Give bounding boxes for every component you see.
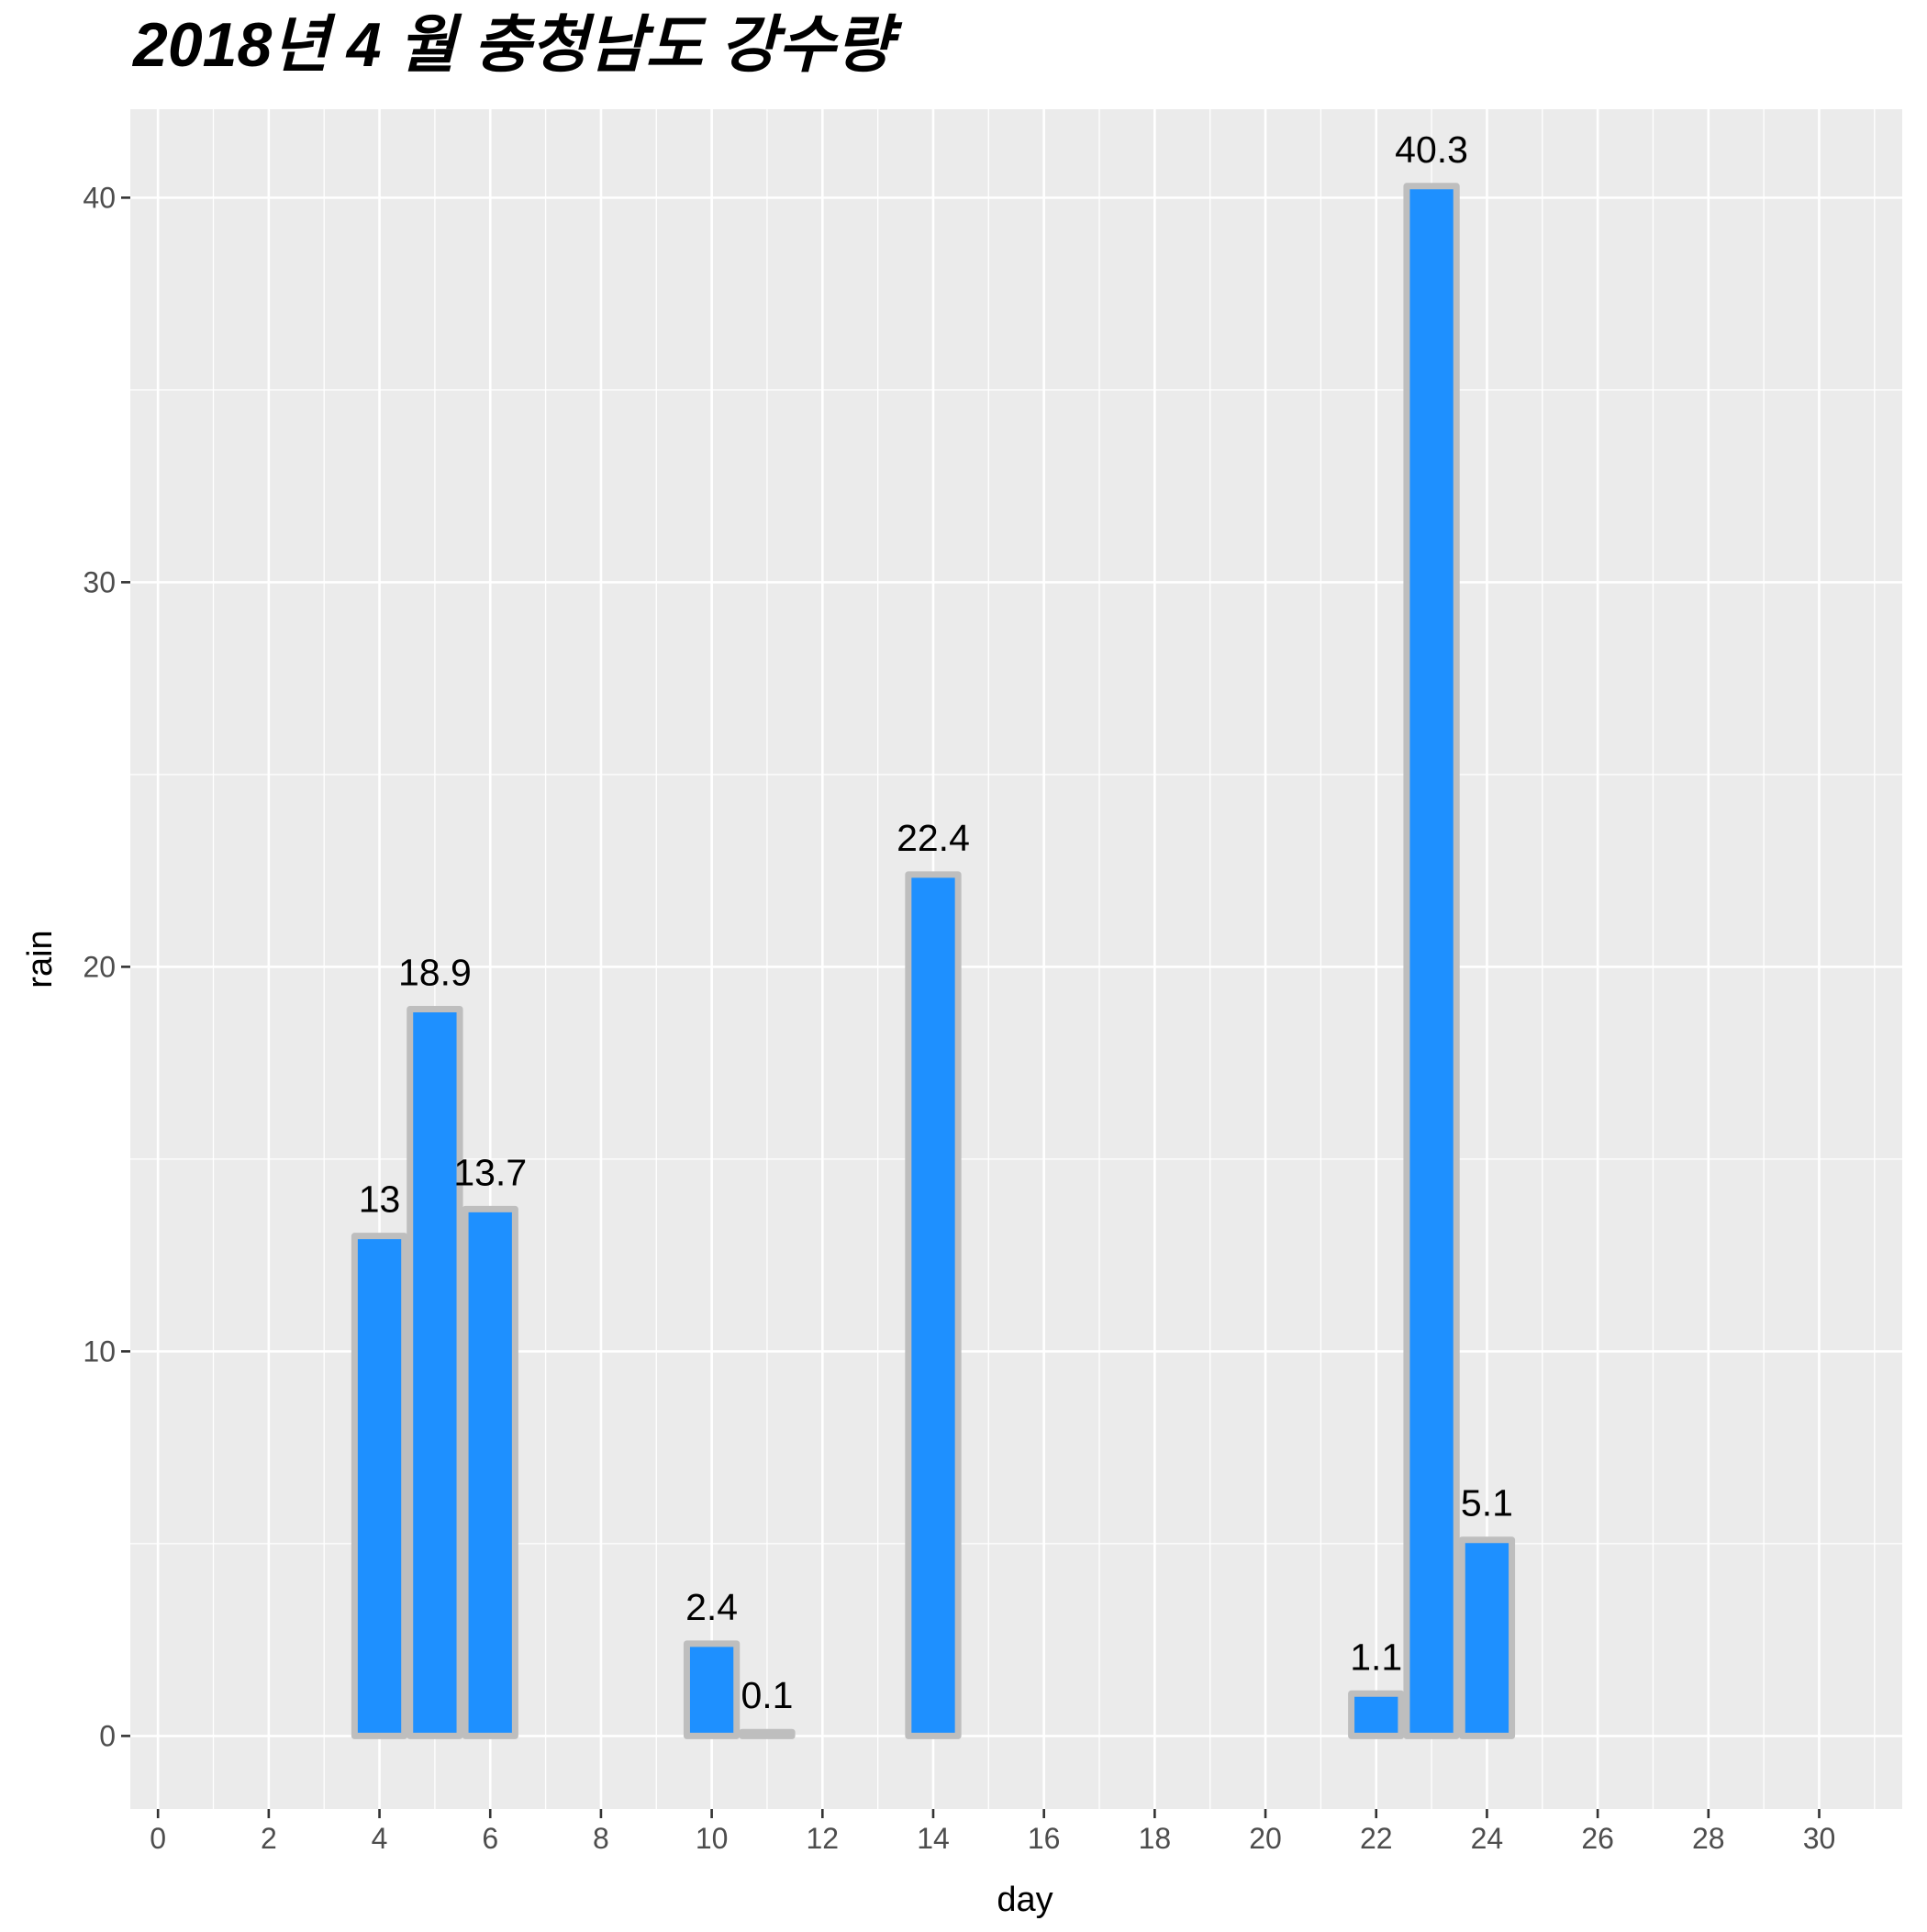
x-tick-label: 0 bbox=[150, 1822, 166, 1855]
x-tick-label: 24 bbox=[1471, 1822, 1504, 1855]
bar bbox=[351, 1233, 408, 1739]
x-tick-label: 28 bbox=[1692, 1822, 1725, 1855]
bar-value-label: 5.1 bbox=[1461, 1482, 1513, 1524]
x-tick-label: 14 bbox=[917, 1822, 950, 1855]
bar-value-label: 2.4 bbox=[685, 1586, 738, 1628]
bar bbox=[905, 871, 962, 1739]
x-axis: 0 2 4 6 8 10 12 14 16 18 20 22 24 26 28 30 bbox=[150, 1809, 1835, 1855]
x-tick-label: 26 bbox=[1581, 1822, 1614, 1855]
x-tick-label: 16 bbox=[1028, 1822, 1061, 1855]
x-tick-label: 18 bbox=[1139, 1822, 1172, 1855]
bar-value-label: 18.9 bbox=[398, 951, 472, 993]
bar-value-label: 40.3 bbox=[1395, 128, 1468, 171]
x-tick-label: 6 bbox=[482, 1822, 498, 1855]
x-tick-label: 4 bbox=[372, 1822, 388, 1855]
bar-value-label: 1.1 bbox=[1350, 1636, 1402, 1678]
bar-value-label: 22.4 bbox=[897, 817, 970, 859]
bar bbox=[1458, 1536, 1516, 1739]
y-tick-label: 10 bbox=[83, 1335, 116, 1368]
y-tick-label: 30 bbox=[83, 565, 116, 598]
x-tick-label: 2 bbox=[261, 1822, 277, 1855]
bar bbox=[683, 1640, 741, 1739]
x-tick-label: 22 bbox=[1360, 1822, 1393, 1855]
y-tick-label: 20 bbox=[83, 950, 116, 983]
bar-value-label: 0.1 bbox=[741, 1674, 793, 1716]
x-tick-label: 30 bbox=[1803, 1822, 1836, 1855]
y-axis-title: rain bbox=[21, 930, 60, 988]
chart-title: 2018년 4 월 충청남도 강수량 bbox=[131, 10, 903, 80]
x-tick-label: 20 bbox=[1249, 1822, 1282, 1855]
y-axis: 0 10 20 30 40 bbox=[83, 181, 130, 1752]
bar-value-labels: 13 18.9 13.7 2.4 0.1 22.4 1.1 40.3 5.1 bbox=[359, 128, 1513, 1716]
y-tick-label: 0 bbox=[99, 1719, 116, 1752]
x-tick-label: 12 bbox=[807, 1822, 840, 1855]
bar bbox=[462, 1205, 518, 1739]
x-axis-title: day bbox=[997, 1881, 1053, 1919]
bars bbox=[351, 183, 1516, 1739]
bar bbox=[1403, 183, 1460, 1739]
bar-value-label: 13 bbox=[359, 1178, 401, 1221]
x-tick-label: 10 bbox=[696, 1822, 729, 1855]
bar bbox=[739, 1728, 796, 1739]
x-tick-label: 8 bbox=[593, 1822, 609, 1855]
bar bbox=[407, 1005, 463, 1739]
bar bbox=[1348, 1690, 1405, 1739]
bar-value-label: 13.7 bbox=[453, 1151, 527, 1193]
y-tick-label: 40 bbox=[83, 181, 116, 214]
